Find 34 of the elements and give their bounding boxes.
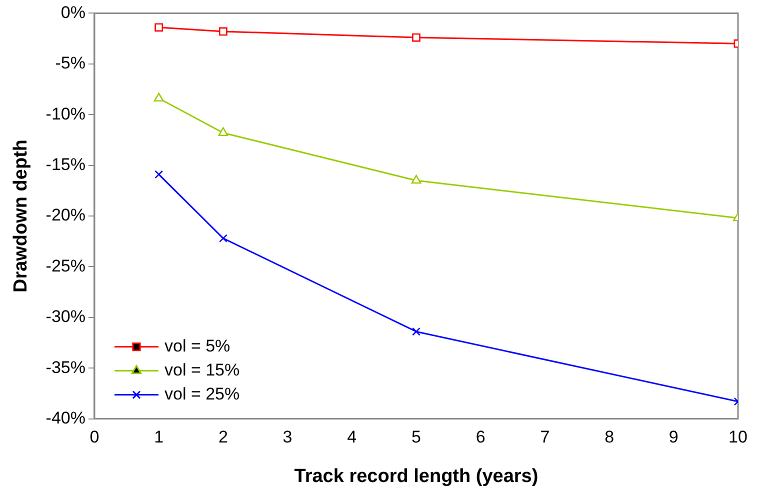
y-tick-label: -30% <box>46 307 86 326</box>
x-axis-title: Track record length (years) <box>294 466 538 487</box>
x-tick-label: 4 <box>347 428 357 447</box>
point <box>154 23 164 32</box>
y-tick-label: -35% <box>46 358 86 377</box>
x-tick-label: 1 <box>154 428 164 447</box>
y-tick-label: -10% <box>46 104 86 124</box>
y-tick-label: -25% <box>46 256 86 276</box>
x-tick-label: 6 <box>476 428 486 447</box>
legend-label: vol = 15% <box>164 360 240 380</box>
x-tick-label: 0 <box>90 428 100 447</box>
x-tick-label: 3 <box>282 428 292 447</box>
x-tick-label: 10 <box>728 428 748 447</box>
x-tick-label: 5 <box>412 428 421 447</box>
y-tick-label: -5% <box>55 54 86 73</box>
y-tick-label: -15% <box>46 154 86 174</box>
point <box>218 127 228 136</box>
legend-label: vol = 25% <box>164 384 240 404</box>
point <box>219 27 228 36</box>
legend-label: vol = 5% <box>164 336 230 356</box>
y-tick-label: -40% <box>46 408 86 428</box>
point <box>154 92 164 102</box>
x-tick-label: 2 <box>218 428 228 447</box>
point <box>219 234 228 242</box>
point <box>412 327 420 336</box>
point <box>154 170 164 179</box>
y-axis-title: Drawdown depth <box>10 139 32 293</box>
x-tick-label: 8 <box>604 428 614 447</box>
point <box>412 33 420 42</box>
x-tick-label: 9 <box>668 428 678 447</box>
y-tick-label: -20% <box>46 206 86 225</box>
x-tick-label: 7 <box>540 428 550 447</box>
y-tick-label: 0% <box>60 2 86 22</box>
point <box>411 174 422 184</box>
